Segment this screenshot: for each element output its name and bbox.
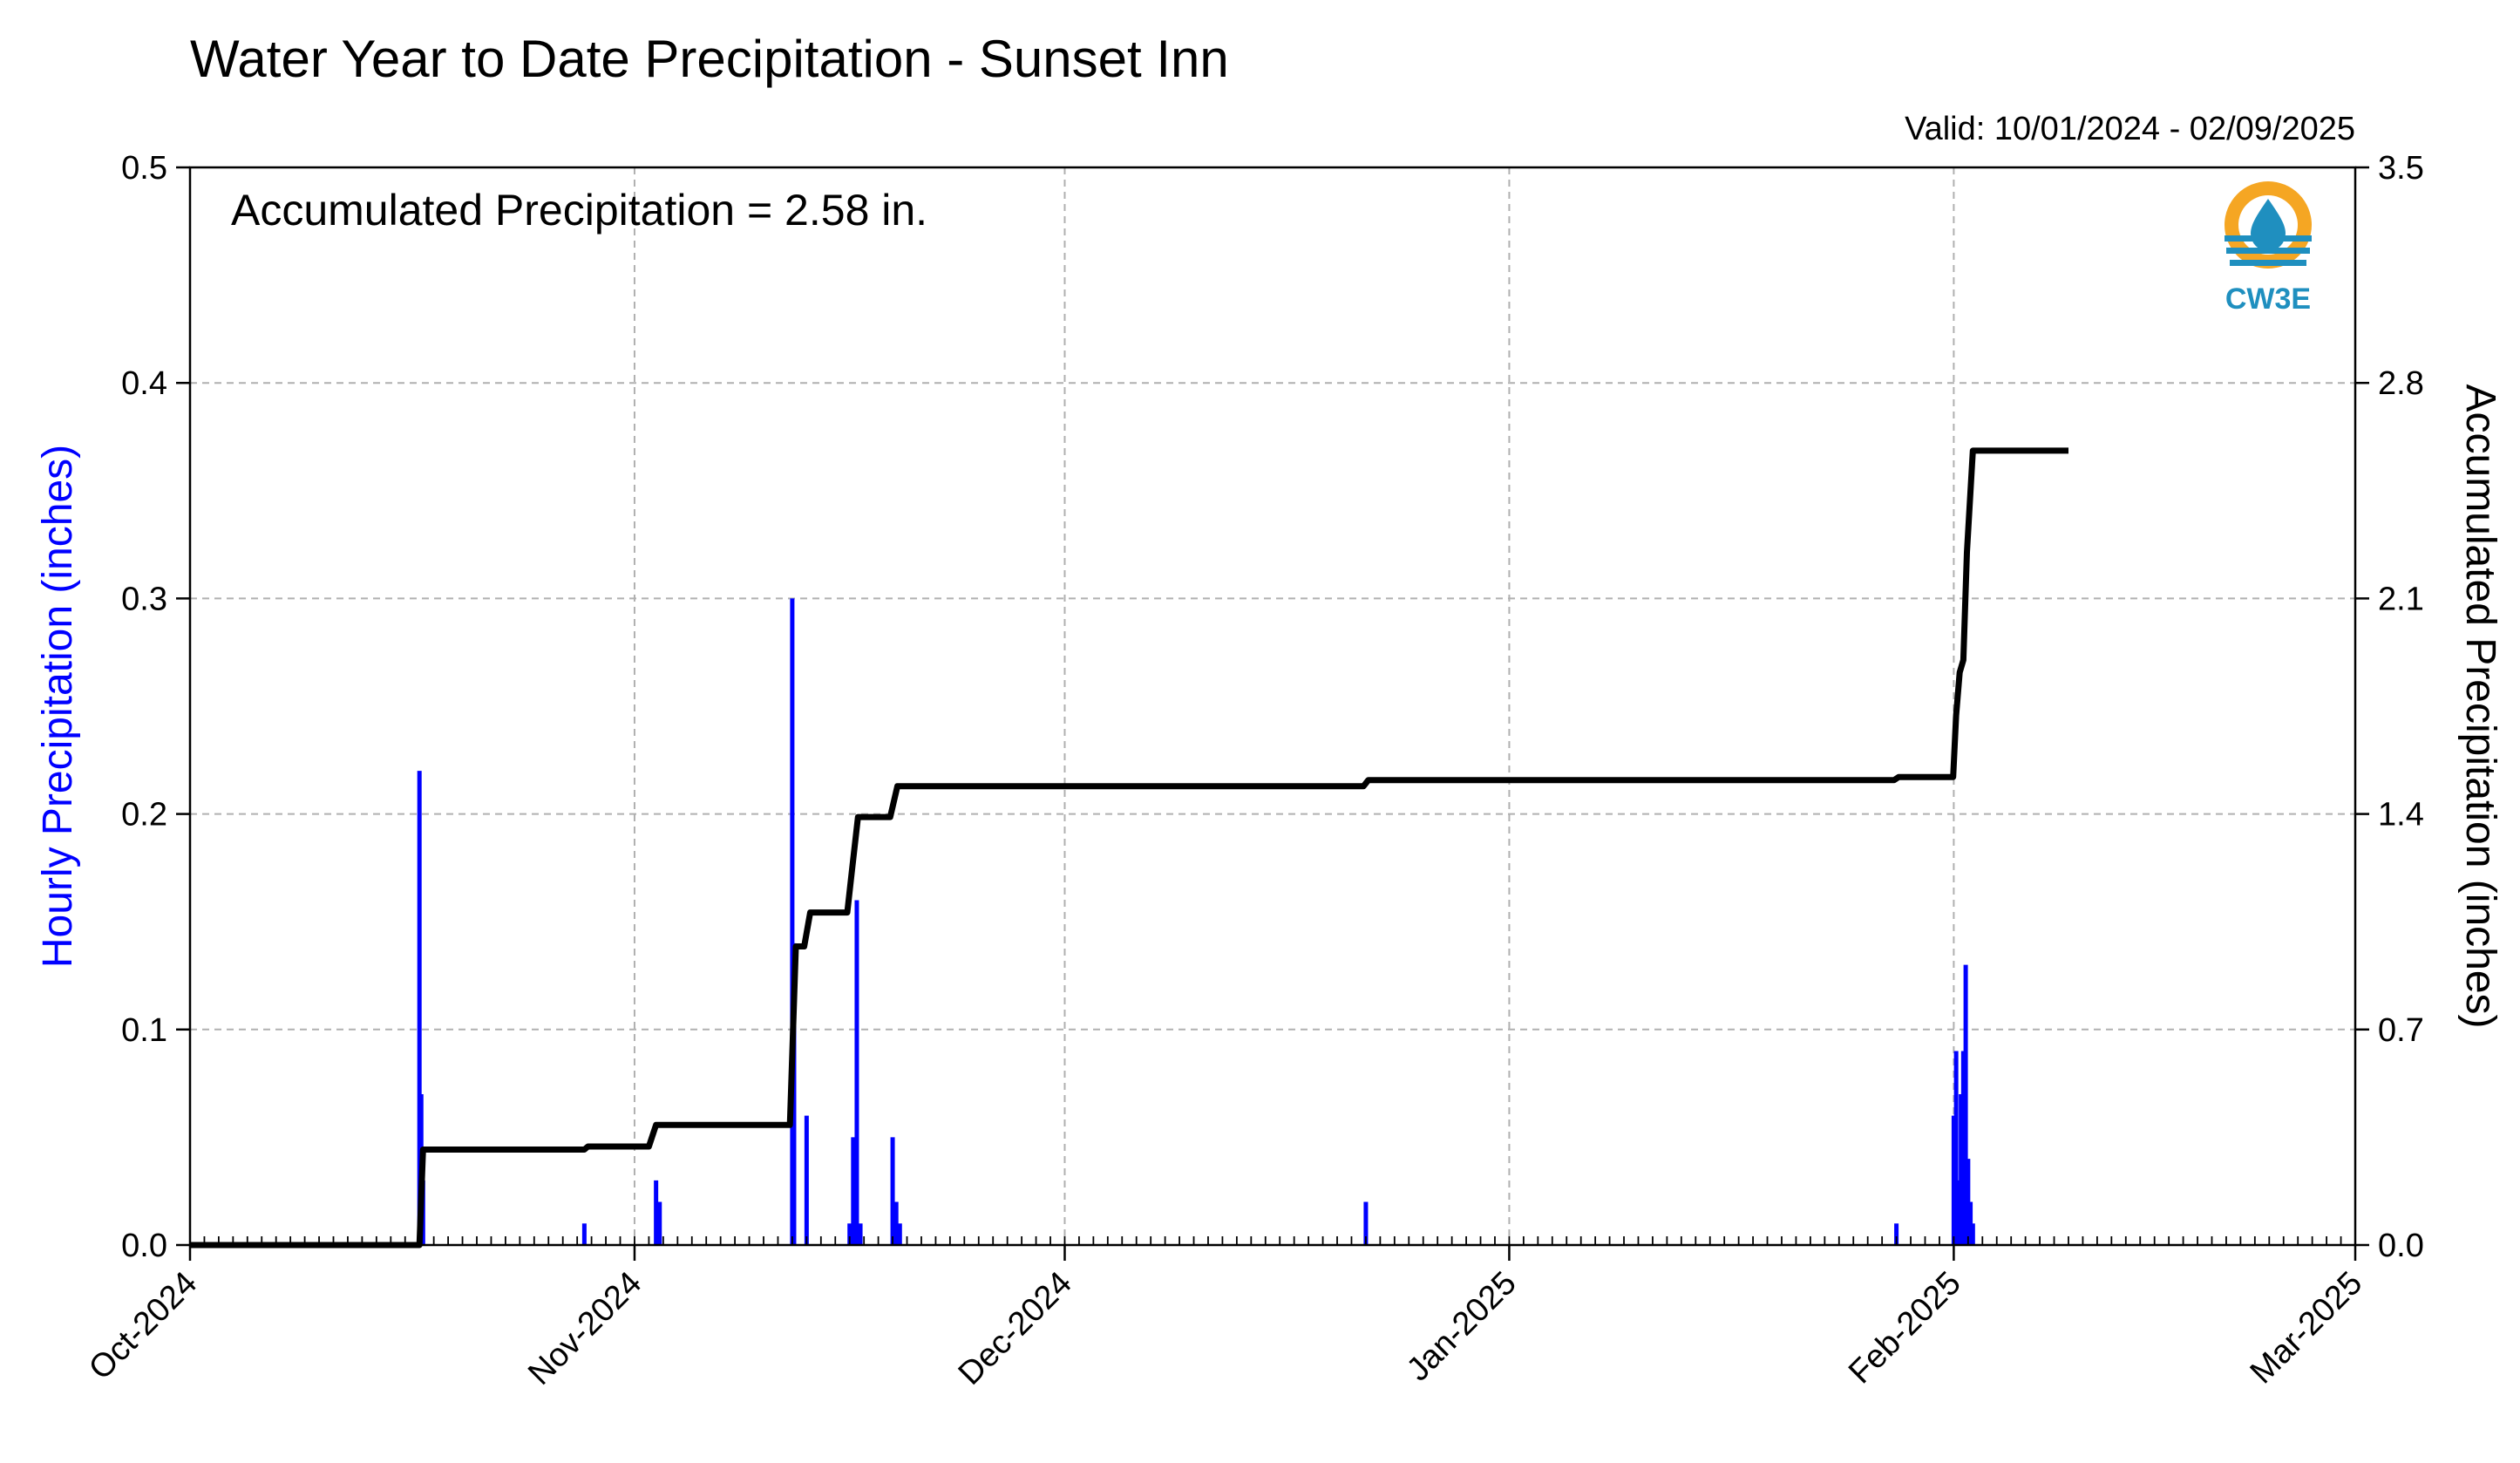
y-right-tick-label: 2.8 [2378,365,2424,402]
y-right-label: Accumulated Precipitation (inches) [2457,384,2503,1028]
y-left-axis-ticks: 0.0 0.1 0.2 0.3 0.4 0.5 [121,150,190,1264]
y-right-tick-label: 0.0 [2378,1228,2424,1264]
x-tick-label: Mar-2025 [2244,1265,2370,1392]
y-right-tick-label: 0.7 [2378,1012,2424,1049]
valid-range: Valid: 10/01/2024 - 02/09/2025 [1905,111,2355,147]
y-left-tick-label: 0.1 [121,1012,167,1049]
x-axis-ticks: Oct-2024 Nov-2024 Dec-2024 Jan-2025 Feb-2025… [82,1245,2369,1392]
logo-wave-icon [2230,260,2306,266]
y-right-tick-label: 2.1 [2378,581,2424,617]
accumulated-precip-line [190,447,2068,1249]
chart-title: Water Year to Date Precipitation - Sunse… [190,30,1229,88]
y-right-axis-ticks: 0.0 0.7 1.4 2.1 2.8 3.5 [2355,150,2424,1264]
y-right-tick-label: 3.5 [2378,150,2424,187]
y-left-tick-label: 0.2 [121,797,167,834]
x-minor-ticks [189,1236,2356,1245]
grid-lines [190,167,2355,1245]
logo-text: CW3E [2225,282,2311,316]
y-left-tick-label: 0.0 [121,1228,167,1264]
y-right-tick-label: 1.4 [2378,797,2424,834]
x-tick-label: Nov-2024 [521,1265,649,1392]
accumulated-line [190,447,2068,1249]
y-left-tick-label: 0.3 [121,581,167,617]
y-left-tick-label: 0.4 [121,365,167,402]
y-left-tick-label: 0.5 [121,150,167,187]
logo-wave-icon [2226,248,2310,254]
x-tick-label: Feb-2025 [1842,1265,1968,1392]
accumulated-annotation: Accumulated Precipitation = 2.58 in. [231,186,927,235]
hourly-precip-bars [417,598,1975,1245]
y-left-label: Hourly Precipitation (inches) [35,445,81,968]
x-tick-label: Jan-2025 [1400,1265,1524,1389]
logo-wave-icon [2225,235,2312,242]
cw3e-logo: CW3E [2225,181,2312,316]
x-tick-label: Dec-2024 [952,1265,1079,1392]
x-tick-label: Oct-2024 [82,1265,204,1387]
plot-frame [188,166,2357,1247]
